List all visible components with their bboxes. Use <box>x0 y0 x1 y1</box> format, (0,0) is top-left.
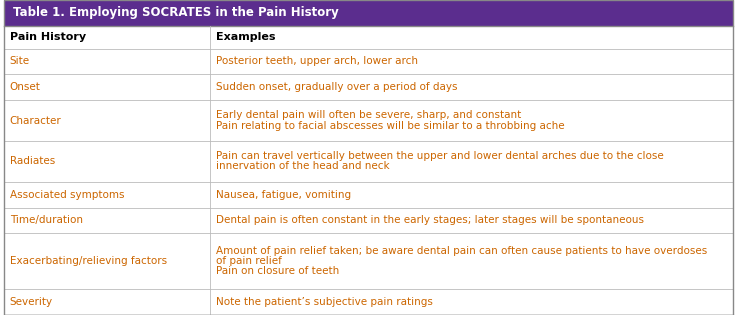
Text: Pain History: Pain History <box>10 32 85 42</box>
Text: Early dental pain will often be severe, sharp, and constant: Early dental pain will often be severe, … <box>216 111 521 120</box>
Bar <box>4 100 733 141</box>
Text: Site: Site <box>10 56 29 66</box>
Text: Associated symptoms: Associated symptoms <box>10 190 124 200</box>
Bar <box>4 0 733 26</box>
Text: Amount of pain relief taken; be aware dental pain can often cause patients to ha: Amount of pain relief taken; be aware de… <box>216 246 708 256</box>
Text: Pain relating to facial abscesses will be similar to a throbbing ache: Pain relating to facial abscesses will b… <box>216 121 565 131</box>
Text: Radiates: Radiates <box>10 156 55 166</box>
Text: Posterior teeth, upper arch, lower arch: Posterior teeth, upper arch, lower arch <box>216 56 418 66</box>
Text: Pain can travel vertically between the upper and lower dental arches due to the : Pain can travel vertically between the u… <box>216 151 664 161</box>
Bar <box>4 49 733 74</box>
Text: of pain relief: of pain relief <box>216 256 282 266</box>
Text: Dental pain is often constant in the early stages; later stages will be spontane: Dental pain is often constant in the ear… <box>216 215 644 226</box>
Text: Onset: Onset <box>10 82 41 92</box>
Bar <box>4 74 733 100</box>
Text: Time/duration: Time/duration <box>10 215 83 226</box>
Bar <box>4 182 733 208</box>
Text: Severity: Severity <box>10 297 53 307</box>
Bar <box>4 233 733 289</box>
Text: Table 1. Employing SOCRATES in the Pain History: Table 1. Employing SOCRATES in the Pain … <box>13 6 339 20</box>
Text: Sudden onset, gradually over a period of days: Sudden onset, gradually over a period of… <box>216 82 458 92</box>
Bar <box>4 141 733 182</box>
Text: Nausea, fatigue, vomiting: Nausea, fatigue, vomiting <box>216 190 351 200</box>
Text: Pain on closure of teeth: Pain on closure of teeth <box>216 266 339 276</box>
Text: Character: Character <box>10 116 61 125</box>
Text: Examples: Examples <box>216 32 276 42</box>
Text: Exacerbating/relieving factors: Exacerbating/relieving factors <box>10 256 167 266</box>
Text: innervation of the head and neck: innervation of the head and neck <box>216 161 390 171</box>
Bar <box>4 289 733 315</box>
Bar <box>4 26 733 49</box>
Text: Note the patient’s subjective pain ratings: Note the patient’s subjective pain ratin… <box>216 297 433 307</box>
Bar <box>4 208 733 233</box>
